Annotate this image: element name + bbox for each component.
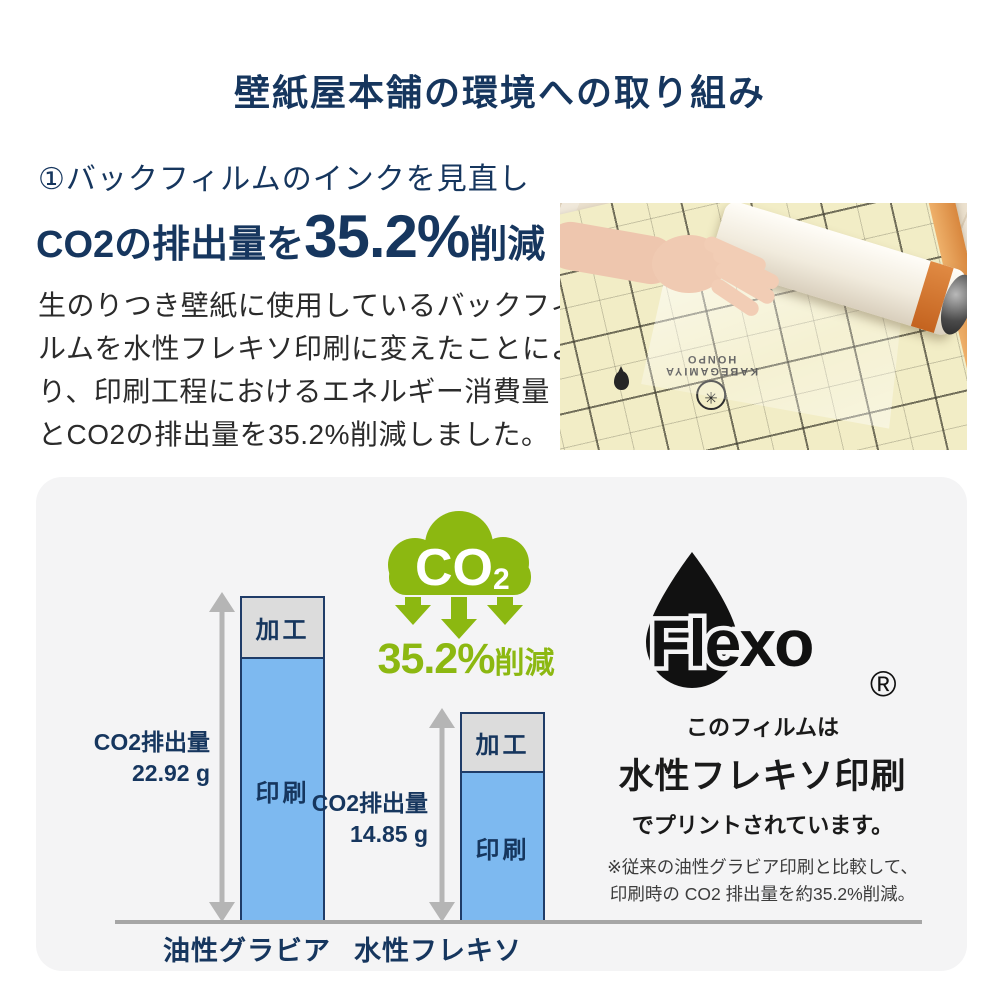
category-label-flexo: 水性フレキソ	[354, 936, 522, 966]
flexo-caption-main: 水性フレキソ印刷	[618, 757, 907, 796]
flexo-block: Flexo ® このフィルムは 水性フレキソ印刷 でプリントされています。 ※従…	[590, 548, 935, 908]
registered-trademark-symbol: ®	[870, 663, 897, 704]
height-arrow-left	[209, 592, 235, 922]
arrow-down-icon	[209, 902, 235, 922]
paragraph-line: とCO2の排出量を35.2%削減しました。	[38, 419, 550, 450]
bar-segment-printing: 印刷	[242, 659, 323, 921]
flexo-footnote: ※従来の油性グラビア印刷と比較して、 印刷時の CO2 排出量を約35.2%削減…	[590, 854, 935, 908]
co2-total-label-right: CO2排出量 14.85 g	[274, 788, 428, 850]
paragraph-line: 生のりつき壁紙に使用しているバックフィ	[38, 290, 579, 321]
co2-total-value: 14.85 g	[350, 821, 428, 847]
arrow-down-icon	[429, 902, 455, 922]
page-title: 壁紙屋本舗の環境への取り組み	[233, 72, 766, 113]
section-subtitle: ①バックフィルムのインクを見直し	[38, 163, 530, 196]
co2-arrow-down-icon	[395, 597, 431, 625]
flexo-drop-icon	[646, 552, 738, 688]
reduction-annotation: 35.2%削減	[366, 635, 566, 684]
headline-prefix: CO2の排出量を	[36, 224, 305, 266]
bar-flexo: 加工 印刷	[460, 712, 545, 923]
flexo-footnote-line: ※従来の油性グラビア印刷と比較して、	[607, 857, 918, 877]
co2-total-caption: CO2排出量	[311, 790, 428, 816]
co2-arrow-down-icon	[487, 597, 523, 625]
reduction-suffix: 削減	[494, 647, 555, 680]
co2-cloud-icon: CO2	[388, 511, 531, 639]
flexo-caption-bottom: でプリントされています。	[631, 813, 894, 838]
bar-segment-processing: 加工	[462, 714, 543, 773]
co2-total-label-left: CO2排出量 22.92 g	[56, 727, 210, 789]
flexo-footnote-line: 印刷時の CO2 排出量を約35.2%削減。	[609, 884, 916, 904]
product-photo: ✳ KABEGAMIYA HONPO	[560, 203, 967, 450]
body-paragraph: 生のりつき壁紙に使用しているバックフィ ルムを水性フレキソ印刷に変えたことによ …	[38, 284, 579, 456]
flexo-caption-top: このフィルムは	[685, 715, 840, 740]
paragraph-line: り、印刷工程におけるエネルギー消費量	[38, 376, 550, 407]
co2-arrow-down-icon	[441, 597, 477, 639]
co2-total-caption: CO2排出量	[93, 729, 210, 755]
headline-suffix: 削減	[469, 224, 546, 266]
flexo-logo-text: Flexo	[650, 606, 812, 680]
arrow-shaft	[219, 608, 225, 906]
flexo-logo: Flexo ®	[646, 552, 897, 704]
bar-gravure: 加工 印刷	[240, 596, 325, 923]
reduction-value: 35.2%	[377, 635, 496, 683]
category-label-gravure: 油性グラビア	[163, 936, 331, 966]
co2-cloud-text: CO2	[415, 539, 510, 597]
arrow-up-icon	[209, 592, 235, 612]
arrow-shaft	[439, 724, 445, 906]
height-arrow-right	[429, 708, 455, 922]
infographic-panel: CO2排出量 22.92 g 加工 印刷 CO2排出量 14.85 g 加工 印…	[36, 477, 967, 971]
chart-baseline	[115, 920, 922, 924]
bar-segment-printing: 印刷	[462, 773, 543, 921]
headline: CO2の排出量を 35.2% 削減	[36, 202, 545, 271]
photo-flexo-mini-drop-icon	[614, 366, 629, 390]
headline-value: 35.2%	[304, 203, 470, 270]
bar-segment-processing: 加工	[242, 598, 323, 659]
co2-total-value: 22.92 g	[132, 760, 210, 786]
arrow-up-icon	[429, 708, 455, 728]
paragraph-line: ルムを水性フレキソ印刷に変えたことによ	[38, 333, 579, 364]
